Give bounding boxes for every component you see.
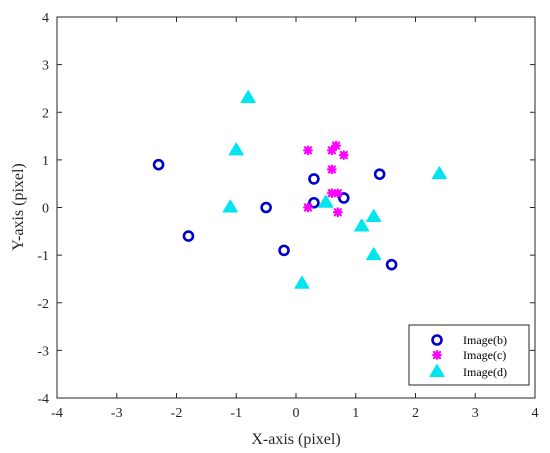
y-tick-label: 4 [42,11,49,26]
data-point [278,244,290,257]
data-point [326,164,337,175]
data-point [338,150,349,161]
x-tick-label: 3 [472,406,479,421]
data-point [385,258,398,271]
data-point [182,230,195,242]
data-point [326,188,337,199]
series-2 [303,140,349,218]
data-point [308,173,320,185]
y-tick-label: 3 [42,59,49,74]
x-tick-label: 2 [412,406,419,421]
legend-marker [431,334,443,346]
y-tick-label: -2 [37,297,49,312]
legend-label: Image(b) [463,333,507,347]
y-tick-label: 1 [42,154,49,169]
legend-item: Image(b) [431,333,507,347]
x-tick-label: -2 [171,406,183,421]
data-point [318,194,334,208]
data-point [366,247,382,261]
legend-marker [432,350,442,360]
legend-marker [429,364,445,377]
series-1 [152,158,398,271]
data-point [332,207,343,218]
data-point [332,188,343,199]
data-point [354,218,370,232]
x-axis-label: X-axis (pixel) [251,431,340,448]
points-layer [152,89,448,289]
data-point [431,166,448,180]
data-point [366,209,382,223]
x-tick-label: -1 [230,406,242,421]
legend-label: Image(c) [463,348,506,362]
x-tick-label: -4 [51,406,63,421]
data-point [240,89,256,103]
data-point [337,192,350,204]
x-tick-label: 0 [293,406,300,421]
data-point [373,168,386,180]
plot-frame [56,16,536,399]
data-point [228,142,244,156]
tick-labels-layer: -4 -3 -2 -1 0 1 2 3 4 -4 -3 -2 -1 0 1 2 3 4 [37,11,538,421]
legend-item: Image(d) [429,364,507,379]
legend-label: Image(d) [463,365,507,379]
legend: Image(b)Image(c) Image(d) [408,324,530,386]
data-point [222,199,238,213]
legend-items: Image(b)Image(c) Image(d) [429,333,507,379]
legend-box [408,324,530,386]
x-tick-label: 1 [352,406,359,421]
data-point [308,196,320,209]
y-tick-label: 2 [42,106,49,121]
data-point [152,158,165,171]
data-point [294,275,310,289]
x-tick-label: 4 [532,406,539,421]
y-tick-label: 0 [42,202,49,217]
legend-item: Image(c) [432,348,506,362]
data-point [303,145,313,156]
data-point [331,140,341,151]
y-tick-label: -1 [37,249,49,264]
data-point [260,201,272,214]
y-tick-label: -3 [37,344,49,359]
x-tick-label: -3 [111,406,123,421]
series-3 [222,89,448,289]
y-tick-label: -4 [37,392,49,407]
data-point [303,202,313,213]
y-axis-label: Y-axis (pixel) [10,163,27,251]
